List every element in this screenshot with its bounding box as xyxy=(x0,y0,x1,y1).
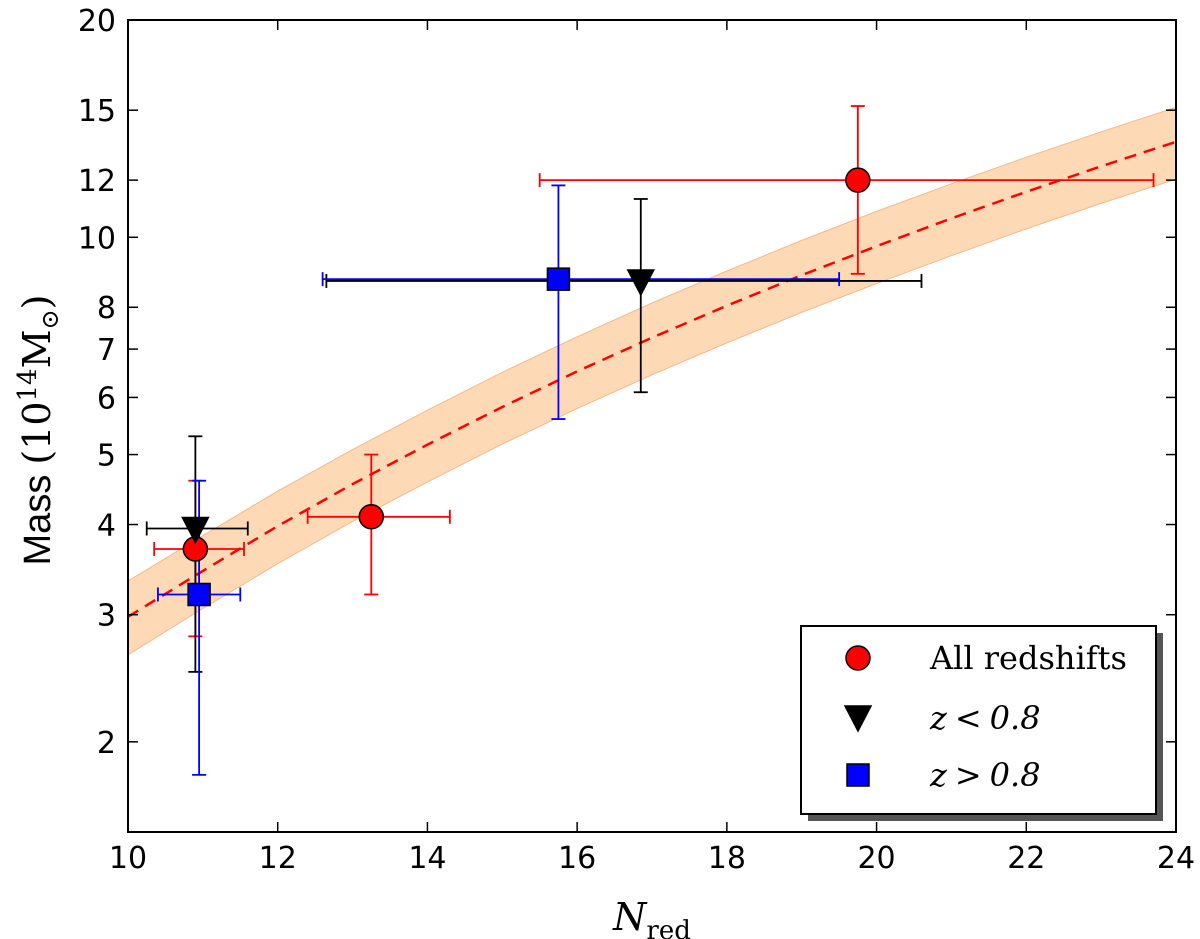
data-point-square xyxy=(546,267,571,291)
x-tick-label: 14 xyxy=(408,841,446,876)
y-tick-label: 20 xyxy=(78,4,116,39)
legend-high-z-val: 0.8 xyxy=(990,756,1041,794)
y-axis-unit-prefix: (10 xyxy=(15,401,59,464)
marker-layer xyxy=(181,167,871,607)
y-tick-label: 15 xyxy=(78,94,116,129)
fit-line xyxy=(127,140,1177,618)
legend-marker-circle xyxy=(845,645,871,671)
x-axis-title-sub: red xyxy=(646,916,690,939)
data-point-square xyxy=(187,582,211,607)
legend-marker-square xyxy=(846,763,870,787)
y-tick-label: 3 xyxy=(97,599,116,634)
x-tick-label: 12 xyxy=(259,841,297,876)
data-point-circle xyxy=(845,167,871,193)
y-tick-label: 8 xyxy=(97,291,116,326)
x-tick-label: 10 xyxy=(109,841,147,876)
y-axis-unit-sub: ⊙ xyxy=(36,309,64,329)
y-tick-label: 7 xyxy=(97,333,116,368)
legend-low-z-var: z xyxy=(929,699,948,737)
x-axis-title: Nred xyxy=(612,895,691,939)
y-tick-label: 12 xyxy=(78,164,116,199)
x-tick-label: 24 xyxy=(1157,841,1195,876)
legend-low-z-op: < xyxy=(955,699,982,737)
y-tick-label: 5 xyxy=(97,439,116,474)
data-point-triangle-down xyxy=(626,269,656,297)
fit-line-layer xyxy=(127,140,1177,618)
y-axis-unit-exp: 14 xyxy=(13,368,43,401)
legend-low-z-val: 0.8 xyxy=(990,699,1041,737)
tick-layer: 10 12 14 16 18 20 22 24 2 3 4 5 6 7 8 10 12 15 20 xyxy=(78,4,1195,876)
x-tick-label: 16 xyxy=(558,841,596,876)
legend-label-low-z: z <0.8 xyxy=(929,699,1041,737)
y-axis-unit-mid: M xyxy=(15,329,59,368)
plot-frame xyxy=(127,19,1177,833)
x-tick-label: 18 xyxy=(708,841,746,876)
legend-high-z-var: z xyxy=(929,756,948,794)
x-tick-label: 22 xyxy=(1007,841,1045,876)
legend: All redshifts z <0.8 z >0.8 xyxy=(800,625,1163,821)
y-tick-label: 4 xyxy=(97,509,116,544)
x-axis-title-main: N xyxy=(612,895,648,939)
y-tick-label: 2 xyxy=(97,726,116,761)
y-axis-title: Mass (1014M⊙) xyxy=(13,295,64,566)
legend-high-z-op: > xyxy=(955,756,982,794)
data-point-triangle-down xyxy=(181,516,210,545)
legend-label-high-z: z >0.8 xyxy=(929,756,1041,794)
y-tick-label: 6 xyxy=(97,381,116,416)
y-tick-label: 10 xyxy=(78,221,116,256)
x-tick-label: 20 xyxy=(857,841,895,876)
data-point-circle xyxy=(358,504,385,530)
legend-markers xyxy=(843,645,873,787)
legend-label-all: All redshifts xyxy=(929,639,1127,677)
y-axis-unit-suffix: ) xyxy=(15,295,59,310)
y-axis-title-text: Mass xyxy=(17,475,59,566)
legend-marker-triangle-down xyxy=(843,705,873,733)
